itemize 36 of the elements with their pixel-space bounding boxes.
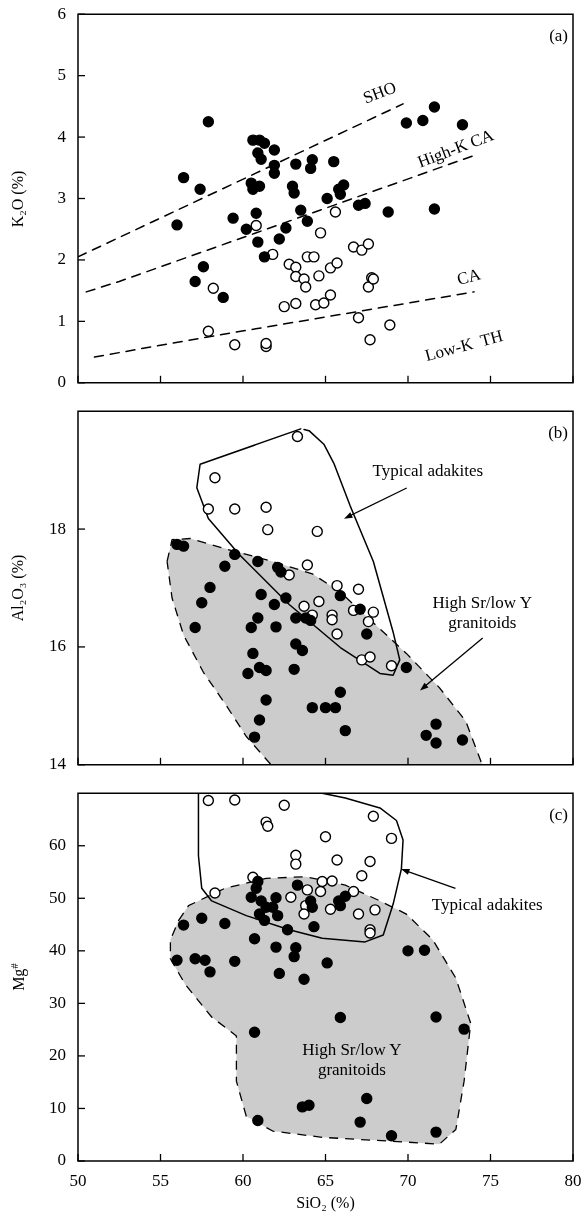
x-axis-title: SiO₂ (%) [296, 1193, 355, 1212]
x-tick-label: 80 [564, 1170, 582, 1190]
y-tick-label: 40 [49, 940, 66, 960]
y-axis-title: K₂O (%) [9, 170, 27, 227]
y-tick-label: 50 [49, 887, 66, 907]
y-axis-title: Al₂O₃ (%) [9, 554, 27, 622]
y-tick-label: 4 [57, 126, 67, 146]
y-tick-label: 60 [49, 835, 66, 855]
x-tick-label: 65 [317, 1170, 334, 1190]
y-tick-label: 2 [57, 249, 66, 269]
y-tick-label: 18 [49, 518, 66, 538]
y-tick-label: 0 [57, 372, 66, 392]
y-tick-label: 16 [49, 636, 66, 656]
annotation: (a) [549, 26, 568, 46]
y-tick-label: 10 [49, 1097, 66, 1117]
annotation: High Sr/low Y granitoids [302, 1039, 402, 1079]
annotation: (c) [549, 805, 568, 825]
annotation: Low-K TH [422, 326, 505, 366]
annotation: High Sr/low Y granitoids [432, 593, 532, 633]
y-tick-label: 14 [49, 754, 67, 774]
y-tick-label: 0 [57, 1150, 66, 1170]
annotation: Typical adakites [372, 461, 484, 481]
x-tick-label: 55 [152, 1170, 169, 1190]
x-tick-label: 70 [399, 1170, 417, 1190]
y-tick-label: 1 [57, 310, 66, 330]
y-tick-label: 6 [57, 3, 66, 23]
annotation: (b) [548, 423, 568, 443]
annotation: SHO [360, 77, 399, 108]
y-tick-label: 5 [57, 65, 66, 85]
y-tick-label: 30 [49, 992, 66, 1012]
x-tick-label: 75 [482, 1170, 499, 1190]
y-tick-label: 20 [49, 1045, 66, 1065]
annotation: Typical adakites [431, 895, 543, 915]
annotation: CA [454, 264, 484, 289]
x-tick-label: 60 [234, 1170, 252, 1190]
y-tick-label: 3 [57, 187, 66, 207]
